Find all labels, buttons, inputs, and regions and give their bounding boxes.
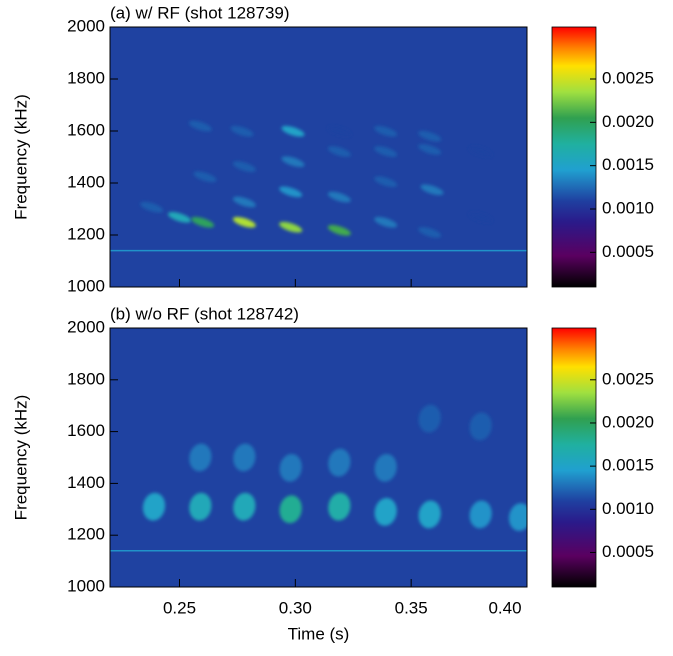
spectral-feature	[418, 227, 442, 238]
y-tick-label: 1000	[67, 276, 105, 295]
colorbar-tick-label: 0.0025	[602, 369, 654, 388]
colorbar-tick-label: 0.0010	[602, 198, 654, 217]
spectral-feature	[327, 125, 351, 137]
spectrogram-marks	[110, 404, 527, 552]
x-axis-label: Time (s)	[288, 624, 350, 643]
spectral-feature	[142, 492, 166, 521]
spectral-feature	[189, 492, 212, 521]
spectral-feature	[168, 212, 191, 223]
spectral-feature	[327, 191, 351, 203]
spectral-feature	[189, 443, 212, 472]
spectral-feature	[140, 201, 164, 213]
spectral-feature	[469, 146, 493, 157]
spectral-feature	[374, 453, 397, 482]
spectral-feature	[281, 125, 305, 137]
colorbar-tick-label: 0.0025	[602, 68, 654, 87]
spectral-feature	[374, 216, 398, 228]
y-tick-label: 1000	[67, 576, 105, 595]
x-tick-label: 0.30	[279, 598, 312, 617]
spectral-feature	[418, 130, 442, 142]
y-tick-label: 1200	[67, 525, 105, 544]
y-tick-label: 1600	[67, 120, 105, 139]
spectral-feature	[418, 144, 442, 155]
spectral-feature	[281, 156, 305, 167]
spectral-feature	[327, 225, 351, 236]
spectral-feature	[232, 216, 256, 228]
spectral-feature	[327, 146, 351, 157]
spectral-feature	[374, 125, 398, 137]
colorbar-tick-label: 0.0005	[602, 242, 654, 261]
spectral-feature	[418, 500, 441, 529]
spectral-feature	[233, 443, 256, 472]
spectral-feature	[418, 404, 441, 433]
colorbar	[551, 26, 597, 288]
spectral-feature	[328, 448, 351, 477]
colorbar-tick-label: 0.0015	[602, 456, 654, 475]
y-axis-label: Frequency (kHz)	[11, 395, 30, 521]
spectral-feature	[191, 216, 215, 228]
y-tick-label: 2000	[67, 16, 105, 35]
spectral-feature	[374, 176, 398, 188]
panel-title: (a) w/ RF (shot 128739)	[110, 3, 290, 22]
y-tick-label: 1600	[67, 421, 105, 440]
spectral-feature	[230, 125, 254, 137]
spectral-feature	[469, 212, 493, 223]
spectral-feature	[469, 500, 492, 529]
x-tick-label: 0.35	[395, 598, 428, 617]
spectral-feature	[279, 495, 302, 524]
spectral-feature	[232, 161, 256, 172]
spectral-feature	[469, 412, 492, 441]
y-axis-label: Frequency (kHz)	[11, 94, 30, 220]
plot-frame	[109, 26, 528, 288]
spectral-feature	[420, 184, 444, 196]
spectrogram-marks	[110, 120, 527, 252]
colorbar-tick-label: 0.0005	[602, 542, 654, 561]
plot-background	[110, 328, 527, 587]
y-tick-label: 1800	[67, 68, 105, 87]
plot-background	[110, 27, 527, 287]
x-tick-label: 0.25	[163, 598, 196, 617]
x-tick-label: 0.40	[488, 598, 521, 617]
spectral-feature	[374, 497, 397, 526]
colorbar-tick-label: 0.0020	[602, 112, 654, 131]
colorbar	[551, 327, 597, 588]
spectral-feature	[279, 186, 303, 198]
spectral-feature	[508, 503, 527, 531]
y-tick-label: 1400	[67, 473, 105, 492]
spectral-feature	[188, 120, 212, 132]
y-tick-label: 2000	[67, 317, 105, 336]
panel-title: (b) w/o RF (shot 128742)	[110, 304, 299, 323]
spectral-feature	[232, 196, 256, 208]
colorbar-tick-label: 0.0015	[602, 155, 654, 174]
y-tick-label: 1400	[67, 172, 105, 191]
spectral-feature	[328, 492, 351, 521]
colorbar-tick-label: 0.0020	[602, 412, 654, 431]
y-tick-label: 1800	[67, 369, 105, 388]
colorbar-tick-label: 0.0010	[602, 499, 654, 518]
spectral-feature	[374, 146, 398, 157]
y-tick-label: 1200	[67, 224, 105, 243]
spectral-feature	[193, 171, 217, 183]
spectral-feature	[279, 221, 303, 233]
spectral-feature	[233, 492, 256, 521]
plot-frame	[109, 327, 528, 588]
spectral-feature	[279, 453, 302, 482]
